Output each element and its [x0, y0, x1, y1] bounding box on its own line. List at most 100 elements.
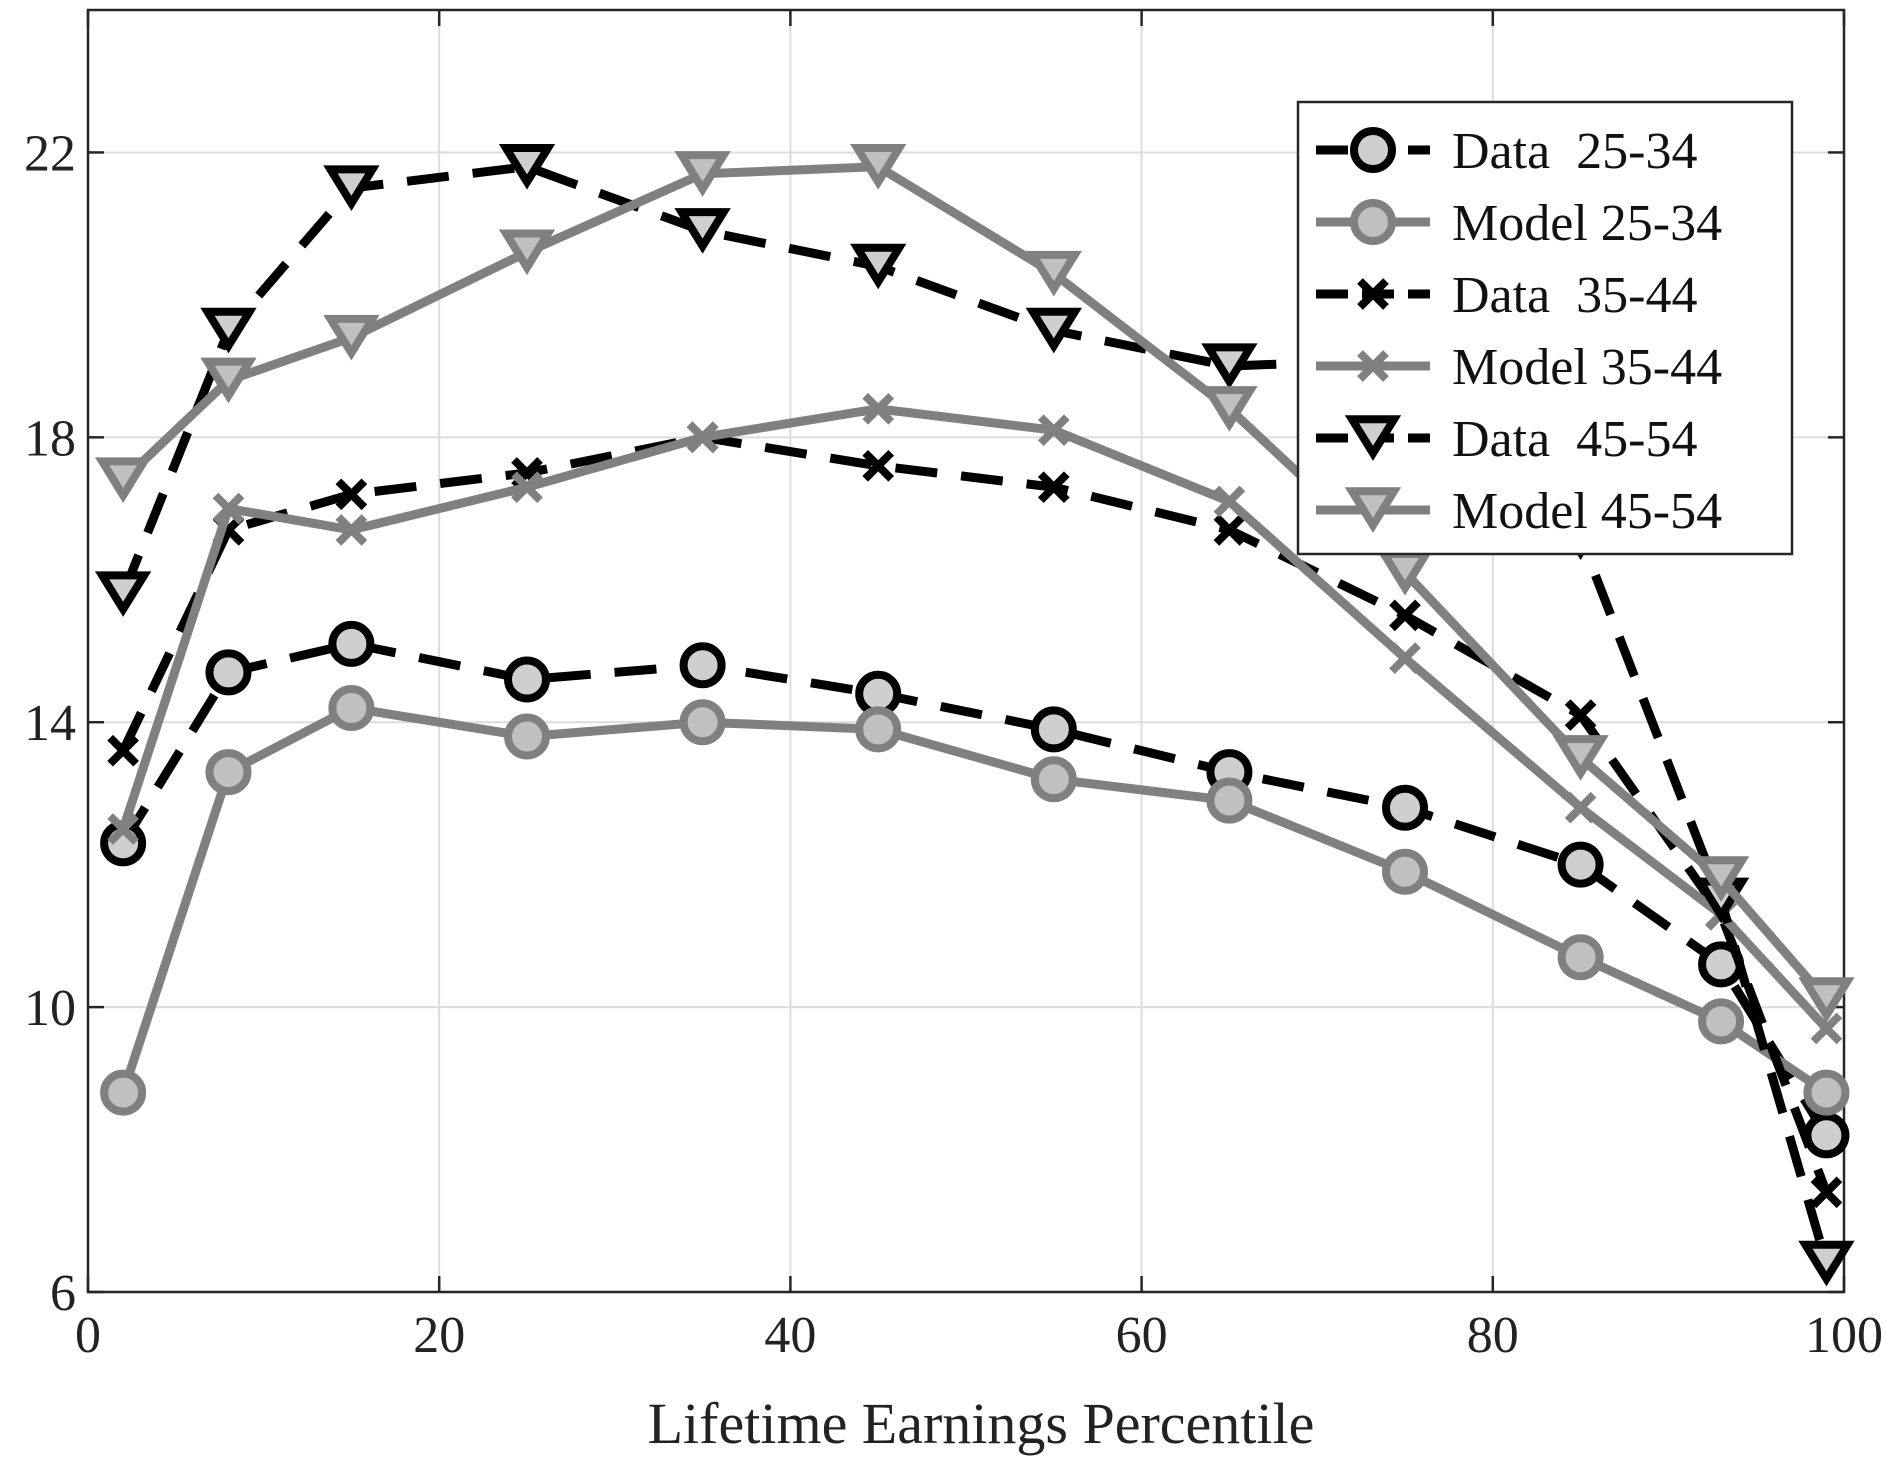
data-point [1037, 414, 1070, 447]
data-point [323, 165, 380, 211]
data-point [200, 307, 257, 354]
y-tick-label: 6 [50, 1265, 76, 1322]
legend-marker [1357, 278, 1389, 310]
data-point [100, 1069, 147, 1116]
legend-label: Data 25-34 [1452, 123, 1697, 180]
data-point [205, 649, 252, 696]
data-point [94, 571, 152, 617]
data-point [1389, 599, 1421, 632]
series-line [119, 432, 1831, 1194]
x-marker-stroke [1037, 414, 1070, 447]
data-point [679, 699, 726, 746]
data-point [1798, 1240, 1855, 1287]
x-marker-stroke [335, 514, 368, 546]
x-marker-stroke [335, 478, 368, 511]
x-marker-stroke [1213, 514, 1246, 546]
x-marker-stroke [862, 393, 895, 425]
x-tick-label: 0 [75, 1307, 101, 1364]
x-marker-stroke [1564, 791, 1597, 824]
x-marker-stroke [107, 813, 139, 845]
x-marker-stroke [1357, 278, 1389, 310]
data-point [328, 620, 375, 667]
data-point [323, 314, 380, 361]
y-tick-label: 14 [24, 695, 76, 752]
y-tick-label: 18 [24, 410, 76, 467]
legend-label: Data 35-44 [1452, 267, 1697, 324]
data-point [498, 143, 556, 190]
x-marker-stroke [686, 421, 719, 454]
legend-marker [1357, 350, 1389, 382]
x-marker-stroke [1213, 485, 1246, 518]
data-point [1206, 777, 1253, 824]
x-tick-label: 20 [413, 1307, 465, 1364]
data-point [862, 393, 895, 425]
legend-marker [1350, 127, 1396, 173]
data-point [335, 514, 368, 546]
legend-label: Data 45-54 [1452, 411, 1697, 468]
series-line [120, 162, 1830, 1003]
legend-label: Model 45-54 [1452, 483, 1722, 540]
data-point [1698, 998, 1745, 1045]
data-point [1213, 485, 1246, 518]
data-point [328, 684, 375, 731]
data-point [1201, 343, 1258, 390]
x-marker-stroke [1037, 471, 1070, 504]
series-lines [94, 143, 1855, 1287]
data-point [1564, 791, 1597, 824]
data-point [94, 457, 152, 503]
data-point [1798, 977, 1855, 1023]
legend-marker [1350, 199, 1396, 245]
data-point [1030, 756, 1077, 803]
x-marker-stroke [212, 492, 245, 525]
y-tick-label: 22 [24, 125, 76, 182]
x-tick-label: 40 [764, 1307, 816, 1364]
x-marker-stroke [1564, 699, 1597, 731]
x-marker-stroke [1357, 350, 1389, 382]
plot-border [86, 8, 1846, 1294]
x-axis-label: Lifetime Earnings Percentile [648, 1391, 1315, 1456]
legend-box [1296, 100, 1794, 556]
data-point [862, 449, 895, 482]
legend-label: Model 35-44 [1452, 339, 1722, 396]
legend-marker [1344, 487, 1402, 533]
data-point [1382, 784, 1428, 831]
y-tick-label: 10 [24, 980, 76, 1037]
legend: Data 25-34 Model 25-34 Data 35-44 Model 35-… [1296, 100, 1794, 556]
data-point [674, 151, 731, 197]
data-point [1803, 1069, 1850, 1116]
data-point [511, 471, 543, 504]
data-point [1692, 856, 1750, 902]
legend-marker [1344, 415, 1402, 461]
data-point [212, 492, 245, 525]
series-1 [100, 684, 1850, 1116]
series-line [118, 703, 1829, 1097]
data-point [1552, 735, 1609, 781]
data-point [1382, 848, 1428, 895]
data-point [1803, 1112, 1850, 1159]
data-point [1030, 706, 1077, 753]
data-point [107, 734, 139, 767]
x-marker-stroke [107, 734, 139, 767]
plot-frame [86, 8, 1846, 1294]
x-tick-label: 60 [1116, 1307, 1168, 1364]
series-line [118, 404, 1830, 1032]
data-point [674, 208, 731, 254]
series-3 [107, 393, 1843, 1045]
data-point [1557, 934, 1604, 981]
data-point [1037, 471, 1070, 504]
data-point [1810, 1012, 1843, 1045]
x-marker-stroke [1810, 1012, 1843, 1045]
data-point [1025, 250, 1082, 297]
data-point [200, 357, 257, 404]
data-point [679, 642, 726, 689]
x-marker-stroke [1389, 642, 1421, 674]
x-marker-stroke [862, 449, 895, 482]
axis-ticks: 0 20 40 60 80 100 6 10 14 18 22 [24, 10, 1883, 1364]
data-point [1201, 386, 1258, 432]
x-tick-label: 80 [1467, 1307, 1519, 1364]
data-point [686, 421, 719, 454]
data-point [504, 656, 550, 703]
data-point [1389, 642, 1421, 674]
data-point [850, 143, 907, 190]
